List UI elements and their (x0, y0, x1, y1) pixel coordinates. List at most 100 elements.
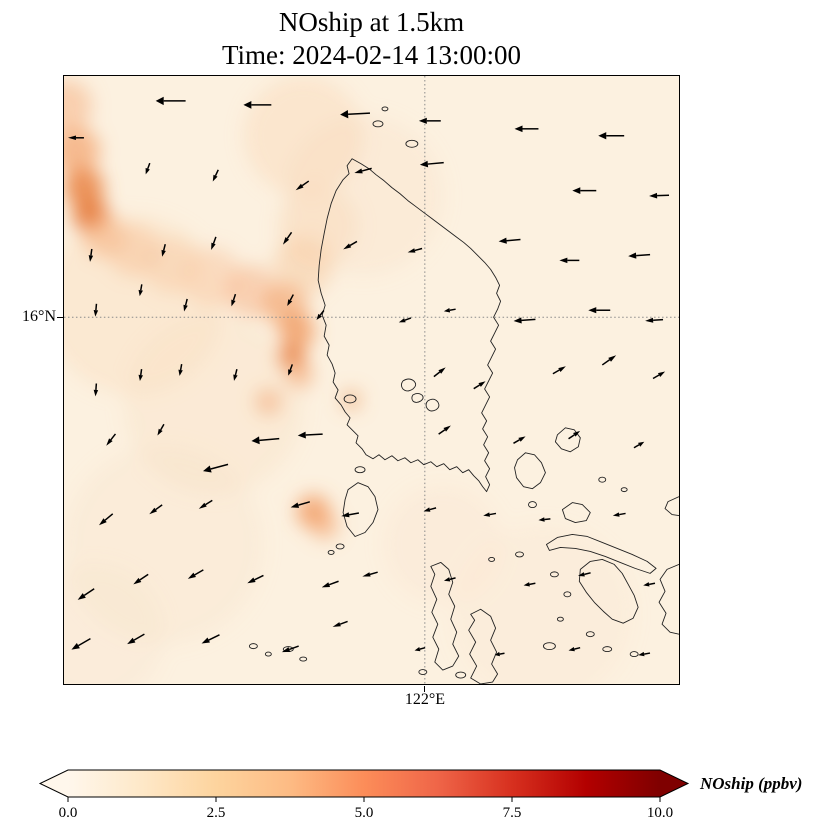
wind-arrow-shaft (473, 384, 481, 390)
islet (602, 646, 613, 653)
wind-arrow-head (513, 317, 522, 324)
islet (381, 106, 389, 112)
wind-arrow-shaft (449, 577, 456, 581)
inland-water (411, 393, 424, 403)
wind-arrow-head (231, 299, 236, 307)
islet (549, 571, 559, 578)
wind-arrow-shaft (619, 512, 626, 516)
wind-arrow-head (558, 366, 566, 372)
wind-arrow-head (573, 430, 581, 437)
wind-arrow-shaft (319, 310, 325, 316)
y-tick-mark (57, 317, 63, 318)
wind-arrow-shaft (212, 236, 217, 244)
colorbar-tick-label: 10.0 (647, 805, 673, 821)
island (468, 608, 499, 684)
colorbar-canvas: 0.0 2.5 5.0 7.5 10.0 NOship (ppbv) (38, 769, 802, 821)
islet (455, 671, 467, 679)
wind-arrow-shaft (521, 318, 536, 322)
wind-arrow-shaft (348, 512, 360, 516)
wind-arrow-shaft (133, 633, 145, 641)
wind-arrow-head (106, 438, 113, 446)
wind-arrow-shaft (568, 434, 575, 440)
wind-arrow-shaft (419, 646, 426, 650)
islet (542, 642, 556, 651)
graticule-gridlines (64, 76, 679, 684)
wind-arrow-shaft (449, 308, 456, 311)
map-canvas (64, 76, 679, 684)
wind-arrow-head (657, 371, 666, 377)
wind-arrow-head (288, 369, 293, 376)
islet (335, 543, 345, 550)
wind-arrow-head (588, 307, 597, 314)
wind-arrow-head (332, 622, 341, 627)
wind-arrow-head (321, 582, 331, 588)
wind-arrow-shaft (139, 573, 149, 581)
coastline-luzon (317, 158, 502, 493)
wind-arrow-head (198, 502, 207, 509)
islet (354, 466, 366, 474)
wind-arrow-shaft (636, 253, 651, 257)
wind-arrow-shaft (140, 368, 143, 376)
wind-arrow-head (98, 518, 107, 526)
island (554, 427, 581, 453)
wind-arrow-shaft (529, 582, 536, 586)
wind-arrow-shaft (298, 501, 311, 506)
wind-arrow-head (398, 318, 406, 323)
inland-water (400, 378, 417, 392)
wind-arrow-head (559, 257, 568, 264)
heat-blob (341, 389, 362, 410)
wind-arrow-shaft (633, 444, 640, 449)
wind-arrow-head (93, 310, 99, 317)
wind-arrow-head (282, 237, 290, 245)
colorbar-max-extend-arrow (660, 770, 688, 797)
wind-arrow-shaft (232, 293, 237, 301)
wind-arrow-shaft (194, 569, 204, 576)
heat-blob (64, 79, 92, 132)
longitude-tick-label: 122°E (404, 691, 446, 708)
wind-arrow-head (514, 125, 523, 133)
heat-blob (311, 512, 340, 541)
wind-arrow-shaft (208, 634, 220, 641)
wind-arrow-shaft (305, 433, 323, 436)
wind-arrow-head (645, 317, 654, 323)
islet (488, 556, 496, 562)
wind-arrow-head (212, 174, 218, 182)
plot-area (63, 75, 680, 685)
colorbar: 0.0 2.5 5.0 7.5 10.0 NOship (ppbv) (0, 755, 836, 835)
wind-arrow-head (443, 425, 451, 432)
wind-arrow-head (233, 374, 238, 381)
chart-title-line2: Time: 2024-02-14 13:00:00 (221, 40, 522, 70)
wind-arrow-head (138, 374, 143, 381)
wind-arrow-head (211, 242, 216, 251)
wind-arrow-head (638, 651, 645, 657)
island (578, 558, 639, 624)
latitude-tick-label: 16°N (22, 308, 56, 325)
chart-title: NOship at 1.5km Time: 2024-02-14 13:00:0… (63, 6, 680, 72)
colorbar-label: NOship (ppbv) (699, 774, 802, 793)
wind-arrow-head (483, 512, 491, 517)
islet (563, 591, 572, 598)
wind-arrow-shaft (544, 518, 551, 521)
wind-arrow-head (538, 517, 545, 522)
wind-arrow-shaft (438, 429, 446, 435)
wind-arrow-shaft (83, 588, 95, 597)
islet (327, 549, 335, 555)
wind-arrow-shaft (513, 439, 520, 444)
wind-arrow-head (340, 110, 349, 119)
island (342, 482, 379, 537)
wind-arrow-head (138, 289, 143, 297)
wind-arrow-head (201, 637, 210, 644)
wind-arrow-head (287, 299, 293, 306)
wind-arrow-shaft (433, 371, 441, 378)
wind-arrow-shaft (653, 318, 664, 322)
wind-arrow-head (178, 369, 183, 376)
wind-arrow-head (127, 637, 136, 645)
wind-arrow-shaft (652, 374, 660, 380)
wind-arrow-shaft (648, 582, 656, 586)
island (514, 452, 546, 490)
wind-arrow-head (88, 255, 94, 262)
island-edge (664, 496, 679, 516)
island (561, 502, 591, 523)
wind-arrow-head (149, 507, 158, 515)
wind-arrow-shaft (574, 646, 581, 650)
